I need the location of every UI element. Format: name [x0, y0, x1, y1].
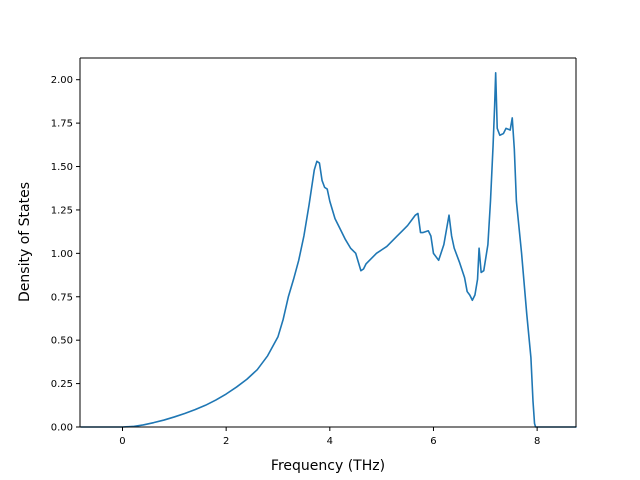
y-axis-label: Density of States [17, 182, 33, 302]
x-tick-label: 4 [327, 436, 333, 447]
x-tick-label: 0 [119, 436, 125, 447]
y-tick-label: 1.25 [51, 205, 73, 216]
x-tick-label: 8 [534, 436, 540, 447]
y-tick-label: 0.75 [51, 292, 73, 303]
y-tick-label: 0.50 [51, 336, 73, 347]
y-tick-label: 1.50 [51, 162, 73, 173]
dos-line-series-0 [80, 71, 577, 428]
series-layer [80, 71, 577, 428]
y-tick-label: 2.00 [51, 75, 73, 86]
x-tick-label: 2 [223, 436, 229, 447]
x-axis-ticks: 0 2 4 6 8 [119, 427, 540, 447]
plot-area [80, 58, 576, 427]
x-axis-label: Frequency (THz) [271, 458, 385, 474]
y-tick-label: 0.00 [51, 423, 73, 434]
y-tick-label: 1.75 [51, 119, 73, 130]
y-tick-label: 0.25 [51, 379, 73, 390]
axes-frame [79, 57, 577, 428]
x-tick-label: 6 [430, 436, 436, 447]
y-axis-ticks: 0.00 0.25 0.50 0.75 1.00 1.25 1.50 1.75 2.00 [51, 75, 80, 434]
y-tick-label: 1.00 [51, 249, 73, 260]
